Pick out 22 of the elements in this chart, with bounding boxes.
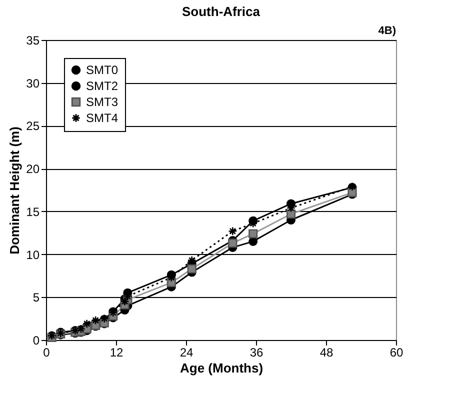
y-tick-label: 15 [26,204,40,219]
x-tick-label: 0 [43,346,50,360]
x-tick-label: 48 [320,346,334,360]
y-tick-label: 30 [26,76,40,90]
x-tick-label: 36 [250,346,264,360]
x-tick-label: 12 [110,346,124,360]
text: 4B) [378,25,396,37]
legend-label: SMT0 [86,63,118,77]
y-tick-label: 5 [32,290,40,305]
y-axis-title: Dominant Height (m) [7,126,22,254]
legend-label: SMT4 [86,111,118,125]
y-tick-label: 35 [26,34,40,48]
x-axis-title: Age (Months) [180,360,264,376]
y-tick-label: 20 [26,162,40,176]
y-tick-label: 10 [26,248,40,262]
x-tick-label: 24 [180,346,194,360]
legend-label: SMT2 [86,79,118,93]
chart-title: South-Africa [182,4,261,19]
y-tick-label: 0 [32,334,40,348]
x-tick-label: 60 [390,346,404,360]
y-tick-label: 25 [26,119,40,134]
legend-label: SMT3 [86,95,118,109]
